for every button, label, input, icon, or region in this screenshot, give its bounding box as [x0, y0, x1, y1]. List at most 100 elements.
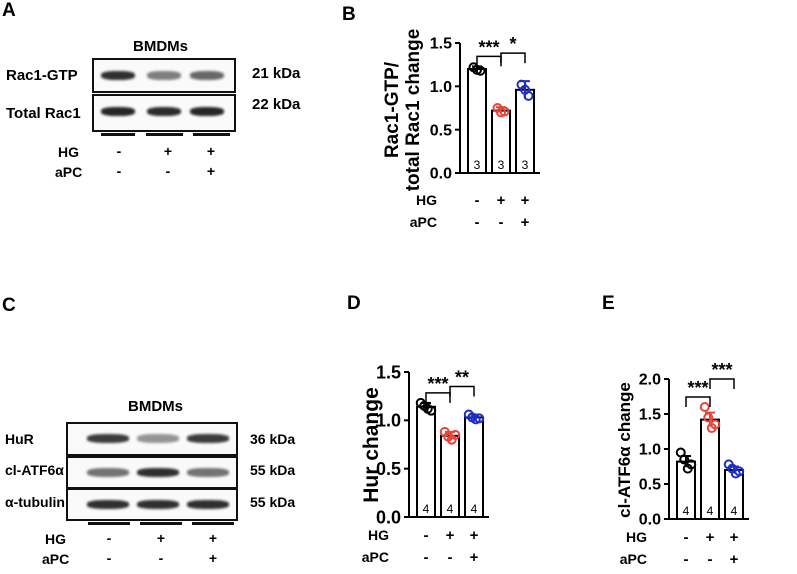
condition-label: HG	[416, 192, 437, 208]
y-tick-label: 1.5	[430, 36, 452, 53]
band	[137, 468, 179, 477]
n-label: 3	[474, 158, 481, 172]
band	[137, 434, 179, 443]
band	[87, 468, 129, 477]
band	[147, 71, 181, 80]
panel-c-row-kda-0: 36 kDa	[250, 431, 296, 447]
lane-bar	[192, 522, 234, 525]
y-tick-label: 0.5	[376, 459, 401, 479]
panel-c-apc-1: -	[158, 550, 164, 566]
panel-c-cond-hg: HG	[45, 531, 66, 547]
significance-label: *	[509, 34, 516, 54]
y-tick-label: 2.0	[639, 372, 661, 389]
condition-value: +	[497, 192, 506, 209]
panel-a-blot-row-1	[92, 94, 236, 132]
y-axis-label: Rac1-GTP/total Rac1 change	[382, 29, 424, 192]
data-point	[475, 65, 486, 76]
band	[187, 434, 229, 443]
panel-c-blot-row-2	[66, 488, 238, 521]
panel-c-row-kda-1: 55 kDa	[250, 462, 296, 478]
panel-c-hg-0: -	[106, 530, 112, 546]
significance-label: ***	[687, 378, 708, 398]
band	[87, 500, 129, 509]
data-point	[679, 454, 690, 465]
condition-value: +	[470, 549, 479, 566]
panel-c-row-kda-2: 55 kDa	[250, 494, 296, 510]
condition-value: -	[684, 529, 689, 546]
y-tick-label: 1.0	[430, 79, 452, 96]
condition-value: -	[475, 192, 480, 209]
panel-a-blot-row-0	[92, 58, 236, 93]
data-point	[474, 413, 485, 424]
data-point	[703, 412, 714, 423]
panel-a-hg-0: -	[116, 143, 122, 159]
band	[187, 468, 229, 477]
band	[137, 500, 179, 509]
panel-letter-a: A	[2, 0, 16, 21]
condition-label: HG	[626, 529, 647, 545]
panel-c-row-label-1: cl-ATF6α	[5, 462, 64, 478]
condition-value: +	[521, 214, 530, 231]
panel-a-row-kda-0: 21 kDa	[252, 65, 301, 82]
band	[190, 71, 224, 80]
panel-c-hg-1: +	[156, 530, 166, 546]
significance-bracket	[425, 392, 451, 403]
lane-bar	[193, 133, 230, 136]
condition-value: +	[470, 527, 479, 544]
band	[101, 71, 135, 80]
lane-bar	[101, 133, 135, 136]
y-tick-label: 0.0	[639, 512, 661, 529]
condition-value: -	[499, 214, 504, 231]
lane-bar	[146, 133, 183, 136]
condition-value: +	[521, 192, 530, 209]
panel-a-cond-hg: HG	[58, 144, 79, 160]
condition-label: HG	[368, 527, 389, 543]
y-tick-label: 0.5	[639, 477, 661, 494]
chart-e: Ecl-ATF6α change 0.0 0.5 1.0 1.5 2.0 4 4 4 ******…	[602, 293, 749, 568]
condition-value: +	[706, 529, 715, 546]
panel-c-blot-row-0	[66, 422, 238, 456]
panel-a-apc-2: +	[206, 163, 216, 179]
panel-a-row-label-1: Total Rac1	[6, 105, 81, 122]
data-point	[734, 466, 745, 477]
significance-label: ***	[478, 37, 499, 57]
y-tick-label: 1.0	[639, 442, 661, 459]
data-point	[686, 459, 697, 470]
n-label: 4	[471, 502, 478, 516]
data-point	[523, 90, 534, 101]
panel-c-blot-row-1	[66, 456, 238, 489]
panel-c-apc-2: +	[208, 550, 218, 566]
condition-value: -	[424, 527, 429, 544]
condition-label: aPC	[620, 551, 647, 567]
data-point	[426, 405, 437, 416]
significance-bracket	[500, 52, 526, 64]
lane-bar	[140, 522, 182, 525]
condition-value: -	[708, 551, 713, 568]
n-label: 4	[731, 504, 738, 518]
significance-bracket	[709, 378, 735, 389]
significance-bracket	[449, 385, 475, 397]
y-axis-label: Hur change	[360, 387, 383, 503]
condition-value: -	[448, 549, 453, 566]
panel-a-row-label-0: Rac1-GTP	[6, 67, 78, 84]
data-point	[450, 429, 461, 440]
data-point	[499, 106, 510, 117]
y-axis-label: cl-ATF6α change	[615, 382, 634, 518]
y-tick-label: 0.5	[430, 122, 452, 139]
panel-letter: E	[602, 293, 615, 314]
condition-value: -	[475, 214, 480, 231]
n-label: 4	[447, 502, 454, 516]
significance-label: ***	[427, 374, 448, 394]
panel-c-cond-apc: aPC	[42, 551, 70, 567]
condition-value: +	[730, 529, 739, 546]
y-tick-label: 0.0	[430, 166, 452, 183]
n-label: 4	[707, 504, 714, 518]
panel-c-header: BMDMs	[128, 398, 183, 415]
band	[101, 107, 135, 116]
significance-label: **	[455, 368, 469, 388]
band	[147, 107, 181, 116]
panel-a-header: BMDMs	[133, 38, 188, 55]
band	[187, 500, 229, 509]
significance-bracket	[685, 396, 711, 407]
